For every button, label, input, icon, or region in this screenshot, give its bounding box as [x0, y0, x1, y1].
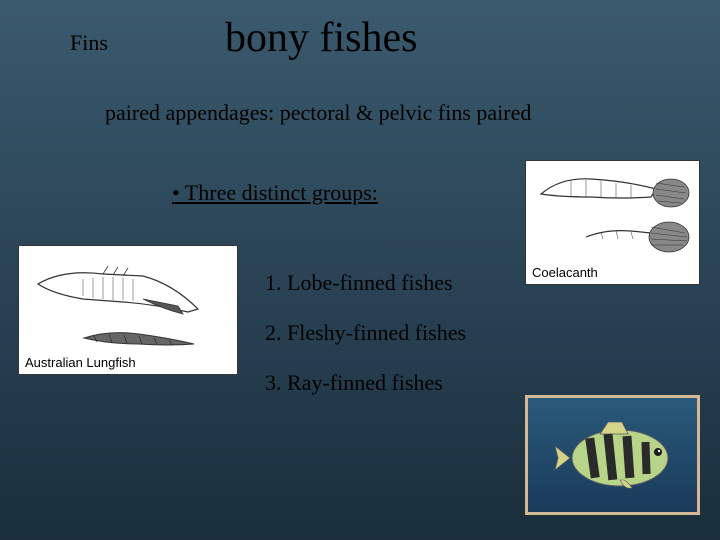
- coelacanth-fin-sketch-icon: [581, 219, 691, 257]
- caption-lungfish: Australian Lungfish: [25, 355, 136, 370]
- lungfish-fin-sketch-icon: [79, 324, 199, 352]
- image-lungfish: Australian Lungfish: [18, 245, 238, 375]
- three-groups-heading: • Three distinct groups:: [172, 180, 378, 206]
- header-label: Fins: [70, 30, 108, 56]
- image-coelacanth: Coelacanth: [525, 160, 700, 285]
- coelacanth-sketch-icon: [536, 169, 691, 219]
- lungfish-sketch-icon: [33, 264, 203, 319]
- image-rayfish: [525, 395, 700, 515]
- rayfish-icon: [550, 416, 680, 496]
- page-title: bony fishes: [225, 14, 418, 62]
- list-item-1: 1. Lobe-finned fishes: [265, 270, 453, 296]
- subtitle: paired appendages: pectoral & pelvic fin…: [105, 100, 531, 126]
- list-item-3: 3. Ray-finned fishes: [265, 370, 443, 396]
- list-item-2: 2. Fleshy-finned fishes: [265, 320, 466, 346]
- caption-coelacanth: Coelacanth: [532, 265, 598, 280]
